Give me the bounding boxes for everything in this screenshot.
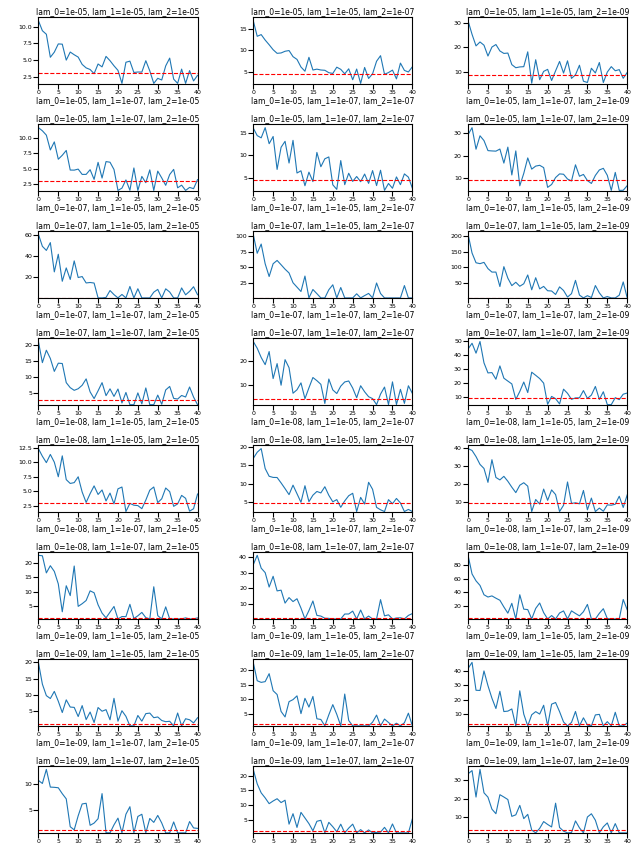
Title: lam_0=1e-08, lam_1=1e-05, lam_2=1e-09: lam_0=1e-08, lam_1=1e-05, lam_2=1e-09 — [466, 435, 629, 445]
Title: lam_0=1e-09, lam_1=1e-05, lam_2=1e-07: lam_0=1e-09, lam_1=1e-05, lam_2=1e-07 — [251, 649, 415, 658]
X-axis label: lam_0=1e-08, lam_1=1e-07, lam_2=1e-07: lam_0=1e-08, lam_1=1e-07, lam_2=1e-07 — [251, 524, 415, 534]
X-axis label: lam_0=1e-09, lam_1=1e-07, lam_2=1e-09: lam_0=1e-09, lam_1=1e-07, lam_2=1e-09 — [466, 739, 629, 748]
Title: lam_0=1e-09, lam_1=1e-05, lam_2=1e-05: lam_0=1e-09, lam_1=1e-05, lam_2=1e-05 — [36, 649, 200, 658]
Title: lam_0=1e-08, lam_1=1e-05, lam_2=1e-07: lam_0=1e-08, lam_1=1e-05, lam_2=1e-07 — [251, 435, 415, 445]
X-axis label: lam_0=1e-08, lam_1=1e-05, lam_2=1e-07: lam_0=1e-08, lam_1=1e-05, lam_2=1e-07 — [251, 417, 415, 427]
Title: lam_0=1e-05, lam_1=1e-05, lam_2=1e-05: lam_0=1e-05, lam_1=1e-05, lam_2=1e-05 — [36, 7, 200, 16]
X-axis label: lam_0=1e-08, lam_1=1e-05, lam_2=1e-05: lam_0=1e-08, lam_1=1e-05, lam_2=1e-05 — [36, 417, 200, 427]
X-axis label: lam_0=1e-07, lam_1=1e-07, lam_2=1e-09: lam_0=1e-07, lam_1=1e-07, lam_2=1e-09 — [466, 310, 629, 320]
Title: lam_0=1e-08, lam_1=1e-07, lam_2=1e-09: lam_0=1e-08, lam_1=1e-07, lam_2=1e-09 — [466, 542, 629, 552]
X-axis label: lam_0=1e-08, lam_1=1e-07, lam_2=1e-05: lam_0=1e-08, lam_1=1e-07, lam_2=1e-05 — [36, 524, 200, 534]
X-axis label: lam_0=1e-09, lam_1=1e-07, lam_2=1e-07: lam_0=1e-09, lam_1=1e-07, lam_2=1e-07 — [251, 739, 415, 748]
Title: lam_0=1e-08, lam_1=1e-07, lam_2=1e-05: lam_0=1e-08, lam_1=1e-07, lam_2=1e-05 — [36, 542, 200, 552]
Title: lam_0=1e-07, lam_1=1e-07, lam_2=1e-07: lam_0=1e-07, lam_1=1e-07, lam_2=1e-07 — [251, 328, 415, 337]
Title: lam_0=1e-09, lam_1=1e-05, lam_2=1e-09: lam_0=1e-09, lam_1=1e-05, lam_2=1e-09 — [466, 649, 629, 658]
Title: lam_0=1e-08, lam_1=1e-05, lam_2=1e-05: lam_0=1e-08, lam_1=1e-05, lam_2=1e-05 — [36, 435, 200, 445]
X-axis label: lam_0=1e-07, lam_1=1e-05, lam_2=1e-05: lam_0=1e-07, lam_1=1e-05, lam_2=1e-05 — [36, 203, 200, 212]
X-axis label: lam_0=1e-07, lam_1=1e-05, lam_2=1e-09: lam_0=1e-07, lam_1=1e-05, lam_2=1e-09 — [466, 203, 629, 212]
Title: lam_0=1e-07, lam_1=1e-07, lam_2=1e-09: lam_0=1e-07, lam_1=1e-07, lam_2=1e-09 — [466, 328, 629, 337]
X-axis label: lam_0=1e-07, lam_1=1e-07, lam_2=1e-07: lam_0=1e-07, lam_1=1e-07, lam_2=1e-07 — [251, 310, 415, 320]
Title: lam_0=1e-07, lam_1=1e-07, lam_2=1e-05: lam_0=1e-07, lam_1=1e-07, lam_2=1e-05 — [36, 328, 200, 337]
X-axis label: lam_0=1e-09, lam_1=1e-05, lam_2=1e-07: lam_0=1e-09, lam_1=1e-05, lam_2=1e-07 — [251, 632, 415, 641]
Title: lam_0=1e-09, lam_1=1e-07, lam_2=1e-05: lam_0=1e-09, lam_1=1e-07, lam_2=1e-05 — [36, 756, 200, 765]
Title: lam_0=1e-05, lam_1=1e-07, lam_2=1e-07: lam_0=1e-05, lam_1=1e-07, lam_2=1e-07 — [251, 114, 415, 123]
Title: lam_0=1e-07, lam_1=1e-05, lam_2=1e-05: lam_0=1e-07, lam_1=1e-05, lam_2=1e-05 — [36, 221, 200, 230]
X-axis label: lam_0=1e-09, lam_1=1e-05, lam_2=1e-05: lam_0=1e-09, lam_1=1e-05, lam_2=1e-05 — [36, 632, 200, 641]
X-axis label: lam_0=1e-07, lam_1=1e-05, lam_2=1e-07: lam_0=1e-07, lam_1=1e-05, lam_2=1e-07 — [251, 203, 415, 212]
X-axis label: lam_0=1e-08, lam_1=1e-05, lam_2=1e-09: lam_0=1e-08, lam_1=1e-05, lam_2=1e-09 — [466, 417, 629, 427]
X-axis label: lam_0=1e-09, lam_1=1e-07, lam_2=1e-05: lam_0=1e-09, lam_1=1e-07, lam_2=1e-05 — [36, 739, 200, 748]
X-axis label: lam_0=1e-05, lam_1=1e-07, lam_2=1e-05: lam_0=1e-05, lam_1=1e-07, lam_2=1e-05 — [36, 97, 200, 105]
X-axis label: lam_0=1e-09, lam_1=1e-05, lam_2=1e-09: lam_0=1e-09, lam_1=1e-05, lam_2=1e-09 — [466, 632, 629, 641]
X-axis label: lam_0=1e-07, lam_1=1e-07, lam_2=1e-05: lam_0=1e-07, lam_1=1e-07, lam_2=1e-05 — [36, 310, 200, 320]
Title: lam_0=1e-05, lam_1=1e-05, lam_2=1e-09: lam_0=1e-05, lam_1=1e-05, lam_2=1e-09 — [466, 7, 629, 16]
X-axis label: lam_0=1e-05, lam_1=1e-07, lam_2=1e-09: lam_0=1e-05, lam_1=1e-07, lam_2=1e-09 — [466, 97, 629, 105]
Title: lam_0=1e-05, lam_1=1e-05, lam_2=1e-07: lam_0=1e-05, lam_1=1e-05, lam_2=1e-07 — [251, 7, 415, 16]
Title: lam_0=1e-05, lam_1=1e-07, lam_2=1e-09: lam_0=1e-05, lam_1=1e-07, lam_2=1e-09 — [466, 114, 629, 123]
Title: lam_0=1e-07, lam_1=1e-05, lam_2=1e-09: lam_0=1e-07, lam_1=1e-05, lam_2=1e-09 — [466, 221, 629, 230]
Title: lam_0=1e-05, lam_1=1e-07, lam_2=1e-05: lam_0=1e-05, lam_1=1e-07, lam_2=1e-05 — [36, 114, 200, 123]
X-axis label: lam_0=1e-08, lam_1=1e-07, lam_2=1e-09: lam_0=1e-08, lam_1=1e-07, lam_2=1e-09 — [466, 524, 629, 534]
Title: lam_0=1e-09, lam_1=1e-07, lam_2=1e-09: lam_0=1e-09, lam_1=1e-07, lam_2=1e-09 — [466, 756, 629, 765]
Title: lam_0=1e-08, lam_1=1e-07, lam_2=1e-07: lam_0=1e-08, lam_1=1e-07, lam_2=1e-07 — [251, 542, 415, 552]
Title: lam_0=1e-07, lam_1=1e-05, lam_2=1e-07: lam_0=1e-07, lam_1=1e-05, lam_2=1e-07 — [251, 221, 415, 230]
Title: lam_0=1e-09, lam_1=1e-07, lam_2=1e-07: lam_0=1e-09, lam_1=1e-07, lam_2=1e-07 — [251, 756, 415, 765]
X-axis label: lam_0=1e-05, lam_1=1e-07, lam_2=1e-07: lam_0=1e-05, lam_1=1e-07, lam_2=1e-07 — [251, 97, 415, 105]
